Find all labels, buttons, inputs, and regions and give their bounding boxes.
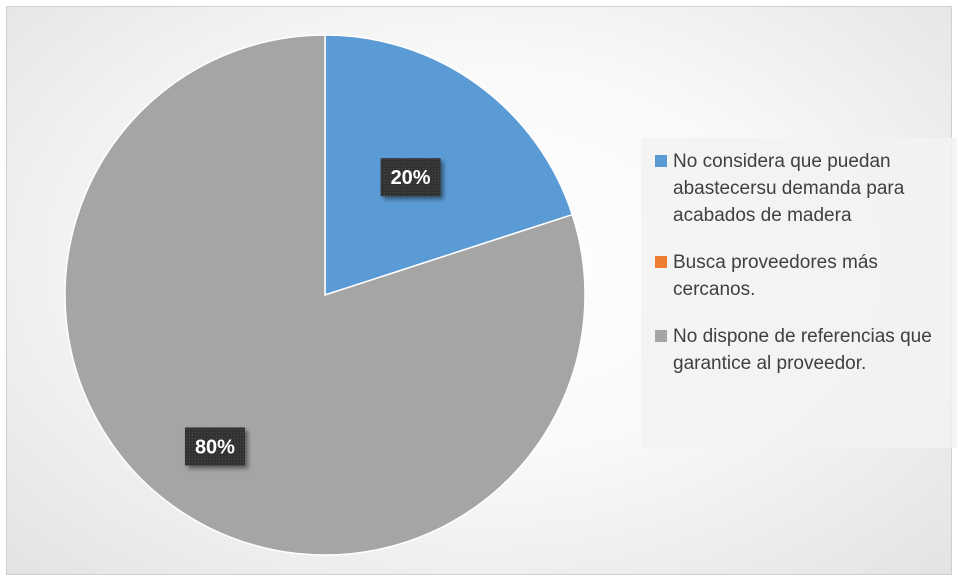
legend-item-busca-proveedores: Busca proveedores más cercanos. (655, 249, 957, 303)
legend: No considera que puedan abastecersu dema… (641, 138, 957, 448)
legend-swatch (655, 256, 667, 268)
pie-slice-0 (324, 34, 574, 297)
legend-swatch (655, 330, 667, 342)
pie-slice-2 (64, 34, 586, 556)
legend-label: No considera que puedan abastecersu dema… (673, 151, 905, 226)
legend-item-no-considera: No considera que puedan abastecersu dema… (655, 148, 957, 229)
data-label-0: 20% (380, 158, 441, 197)
data-label-text: 20% (391, 167, 431, 189)
pie-slices (64, 34, 586, 556)
data-label-box (184, 427, 245, 466)
pie-data-labels: 20% 80% (184, 158, 441, 466)
legend-label: Busca proveedores más cercanos. (673, 252, 878, 300)
data-label-text: 80% (195, 436, 235, 458)
data-label-box (380, 158, 441, 197)
data-label-2: 80% (184, 427, 245, 466)
legend-label: No dispone de referencias que garantice … (673, 326, 932, 374)
legend-swatch (655, 155, 667, 167)
legend-item-no-dispone: No dispone de referencias que garantice … (655, 323, 957, 377)
